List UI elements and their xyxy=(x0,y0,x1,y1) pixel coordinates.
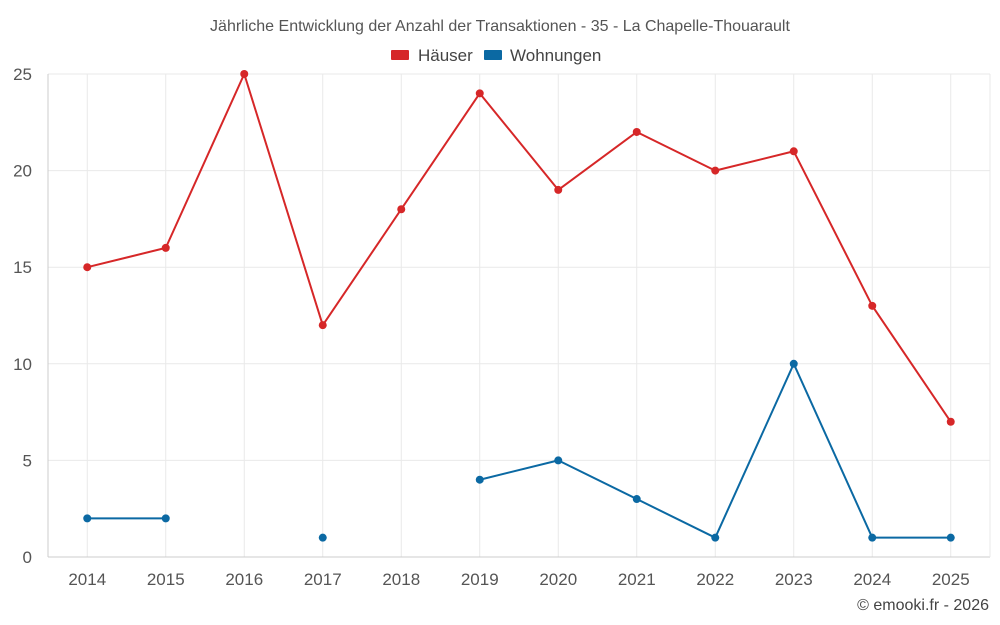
legend-swatch-haeuser xyxy=(391,50,409,60)
x-tick-label: 2024 xyxy=(853,570,891,589)
data-point-haeuser-2018[interactable] xyxy=(397,205,406,214)
data-point-haeuser-2014[interactable] xyxy=(83,263,92,272)
y-tick-label: 10 xyxy=(13,355,32,374)
x-tick-label: 2019 xyxy=(461,570,499,589)
x-tick-label: 2022 xyxy=(696,570,734,589)
data-point-wohnungen-2025[interactable] xyxy=(946,533,955,542)
legend-swatch-wohnungen xyxy=(484,50,502,60)
data-point-haeuser-2020[interactable] xyxy=(554,185,563,194)
series-wohnungen xyxy=(83,359,955,542)
x-tick-label: 2018 xyxy=(382,570,420,589)
x-tick-label: 2015 xyxy=(147,570,185,589)
y-tick-label: 25 xyxy=(13,65,32,84)
data-point-haeuser-2021[interactable] xyxy=(632,127,641,136)
data-point-wohnungen-2019[interactable] xyxy=(475,475,484,484)
data-point-haeuser-2017[interactable] xyxy=(318,321,327,330)
data-point-haeuser-2022[interactable] xyxy=(711,166,720,175)
x-tick-label: 2023 xyxy=(775,570,813,589)
x-tick-label: 2016 xyxy=(225,570,263,589)
data-point-wohnungen-2015[interactable] xyxy=(161,514,170,523)
data-point-wohnungen-2023[interactable] xyxy=(789,359,798,368)
legend: Häuser Wohnungen xyxy=(391,46,601,65)
data-point-wohnungen-2022[interactable] xyxy=(711,533,720,542)
data-point-haeuser-2025[interactable] xyxy=(946,417,955,426)
data-point-haeuser-2019[interactable] xyxy=(475,89,484,98)
data-point-wohnungen-2020[interactable] xyxy=(554,456,563,465)
data-point-wohnungen-2021[interactable] xyxy=(632,495,641,504)
y-tick-label: 0 xyxy=(23,548,32,567)
x-tick-label: 2014 xyxy=(68,570,106,589)
y-tick-label: 5 xyxy=(23,451,32,470)
x-axis-ticks: 2014 2015 2016 2017 2018 2019 2020 2021 2022 2023… xyxy=(68,570,969,589)
x-tick-label: 2021 xyxy=(618,570,656,589)
grid xyxy=(47,73,991,558)
series-haeuser xyxy=(83,70,955,426)
data-point-wohnungen-2024[interactable] xyxy=(868,533,877,542)
x-tick-label: 2020 xyxy=(539,570,577,589)
series-line-haeuser xyxy=(87,73,952,423)
y-tick-label: 20 xyxy=(13,162,32,181)
data-point-haeuser-2016[interactable] xyxy=(240,70,249,78)
data-point-haeuser-2015[interactable] xyxy=(161,243,170,252)
legend-label-wohnungen[interactable]: Wohnungen xyxy=(510,46,601,65)
data-point-wohnungen-2014[interactable] xyxy=(83,514,92,523)
chart-title: Jährliche Entwicklung der Anzahl der Tra… xyxy=(210,18,790,35)
x-tick-label: 2017 xyxy=(304,570,342,589)
y-axis-ticks: 0 5 10 15 20 25 xyxy=(13,65,32,567)
data-point-wohnungen-2017[interactable] xyxy=(318,533,327,542)
legend-label-haeuser[interactable]: Häuser xyxy=(418,46,473,65)
credit-text: © emooki.fr - 2026 xyxy=(857,597,989,614)
x-tick-label: 2025 xyxy=(932,570,970,589)
series-layer xyxy=(83,70,955,542)
data-point-haeuser-2023[interactable] xyxy=(789,147,798,156)
data-point-haeuser-2024[interactable] xyxy=(868,301,877,310)
y-tick-label: 15 xyxy=(13,258,32,277)
